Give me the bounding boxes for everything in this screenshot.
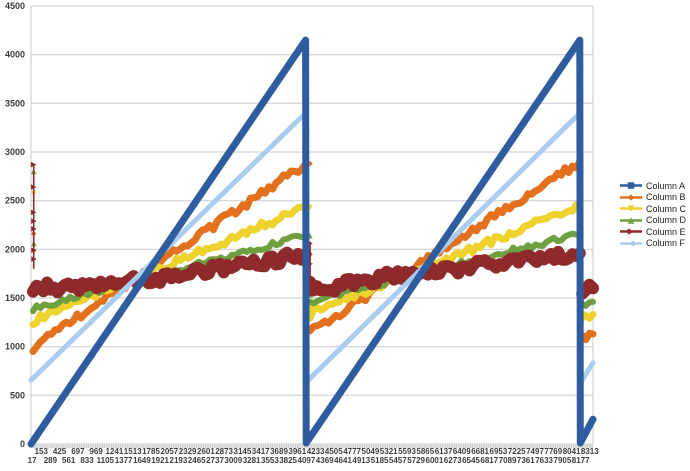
svg-text:7497: 7497 xyxy=(526,447,544,456)
svg-text:289: 289 xyxy=(44,456,58,465)
tri-down-marker-icon xyxy=(620,205,642,212)
svg-text:5729: 5729 xyxy=(407,456,425,465)
svg-text:833: 833 xyxy=(80,456,94,465)
svg-text:7089: 7089 xyxy=(499,456,517,465)
svg-text:3825: 3825 xyxy=(279,456,297,465)
arrow-right-marker-icon xyxy=(620,228,642,235)
svg-text:2601: 2601 xyxy=(197,447,215,456)
legend-item-column-b: Column B xyxy=(620,192,686,204)
svg-text:3000: 3000 xyxy=(5,147,25,157)
svg-text:1241: 1241 xyxy=(106,447,124,456)
svg-text:1500: 1500 xyxy=(5,293,25,303)
svg-text:4233: 4233 xyxy=(307,447,325,456)
legend: Column A Column B Column C Column D Column E… xyxy=(620,180,686,249)
svg-text:4500: 4500 xyxy=(5,1,25,11)
svg-text:0: 0 xyxy=(20,439,25,449)
svg-text:7769: 7769 xyxy=(544,447,562,456)
square-marker-icon xyxy=(620,182,642,189)
svg-text:1513: 1513 xyxy=(124,447,142,456)
svg-text:7905: 7905 xyxy=(554,456,572,465)
svg-text:6409: 6409 xyxy=(453,447,471,456)
svg-text:2329: 2329 xyxy=(179,447,197,456)
svg-text:3689: 3689 xyxy=(270,447,288,456)
legend-item-column-a: Column A xyxy=(620,180,686,192)
svg-text:2465: 2465 xyxy=(188,456,206,465)
svg-text:5049: 5049 xyxy=(362,447,380,456)
svg-text:7633: 7633 xyxy=(535,456,553,465)
svg-text:2737: 2737 xyxy=(206,456,224,465)
legend-label: Column C xyxy=(646,203,687,214)
tri-left-marker-icon xyxy=(620,240,642,247)
svg-text:1377: 1377 xyxy=(115,456,133,465)
svg-text:4505: 4505 xyxy=(325,447,343,456)
svg-text:6953: 6953 xyxy=(490,447,508,456)
svg-text:5185: 5185 xyxy=(371,456,389,465)
svg-text:697: 697 xyxy=(71,447,85,456)
svg-text:3500: 3500 xyxy=(5,98,25,108)
svg-text:6137: 6137 xyxy=(435,447,453,456)
svg-text:2000: 2000 xyxy=(5,244,25,254)
svg-text:5457: 5457 xyxy=(389,456,407,465)
svg-text:8313: 8313 xyxy=(581,447,599,456)
svg-text:561: 561 xyxy=(62,456,76,465)
svg-text:1105: 1105 xyxy=(97,456,115,465)
svg-text:4097: 4097 xyxy=(298,456,316,465)
svg-text:1921: 1921 xyxy=(151,456,169,465)
legend-item-column-d: Column D xyxy=(620,215,686,227)
svg-text:3009: 3009 xyxy=(224,456,242,465)
svg-text:7225: 7225 xyxy=(508,447,526,456)
svg-text:4777: 4777 xyxy=(343,447,361,456)
svg-text:4913: 4913 xyxy=(352,456,370,465)
svg-text:2193: 2193 xyxy=(170,456,188,465)
svg-text:500: 500 xyxy=(10,390,25,400)
svg-text:3281: 3281 xyxy=(243,456,261,465)
svg-text:1785: 1785 xyxy=(142,447,160,456)
legend-item-column-f: Column F xyxy=(620,238,686,250)
svg-text:5593: 5593 xyxy=(398,447,416,456)
svg-text:5865: 5865 xyxy=(416,447,434,456)
legend-item-column-c: Column C xyxy=(620,203,686,215)
tri-up-marker-icon xyxy=(620,217,642,224)
svg-text:4000: 4000 xyxy=(5,50,25,60)
svg-text:5321: 5321 xyxy=(380,447,398,456)
svg-text:6001: 6001 xyxy=(426,456,444,465)
svg-text:1000: 1000 xyxy=(5,342,25,352)
svg-text:3553: 3553 xyxy=(261,456,279,465)
legend-label: Column B xyxy=(646,192,686,203)
svg-text:6681: 6681 xyxy=(471,447,489,456)
svg-text:2500: 2500 xyxy=(5,196,25,206)
svg-text:2057: 2057 xyxy=(160,447,178,456)
svg-text:969: 969 xyxy=(89,447,103,456)
diamond-marker-icon xyxy=(620,194,642,201)
svg-text:8177: 8177 xyxy=(572,456,590,465)
svg-text:4641: 4641 xyxy=(334,456,352,465)
legend-item-column-e: Column E xyxy=(620,226,686,238)
svg-text:8041: 8041 xyxy=(563,447,581,456)
svg-text:2873: 2873 xyxy=(215,447,233,456)
svg-text:6817: 6817 xyxy=(480,456,498,465)
svg-text:6273: 6273 xyxy=(444,456,462,465)
svg-text:17: 17 xyxy=(28,456,37,465)
legend-label: Column D xyxy=(646,215,687,226)
svg-text:425: 425 xyxy=(53,447,67,456)
svg-text:4369: 4369 xyxy=(316,456,334,465)
svg-text:7361: 7361 xyxy=(517,456,535,465)
svg-text:3417: 3417 xyxy=(252,447,270,456)
legend-label: Column A xyxy=(646,180,686,191)
svg-text:6545: 6545 xyxy=(462,456,480,465)
svg-text:1649: 1649 xyxy=(133,456,151,465)
svg-text:153: 153 xyxy=(35,447,49,456)
legend-label: Column F xyxy=(646,238,686,249)
svg-text:3145: 3145 xyxy=(234,447,252,456)
svg-text:3961: 3961 xyxy=(288,447,306,456)
legend-label: Column E xyxy=(646,226,686,237)
